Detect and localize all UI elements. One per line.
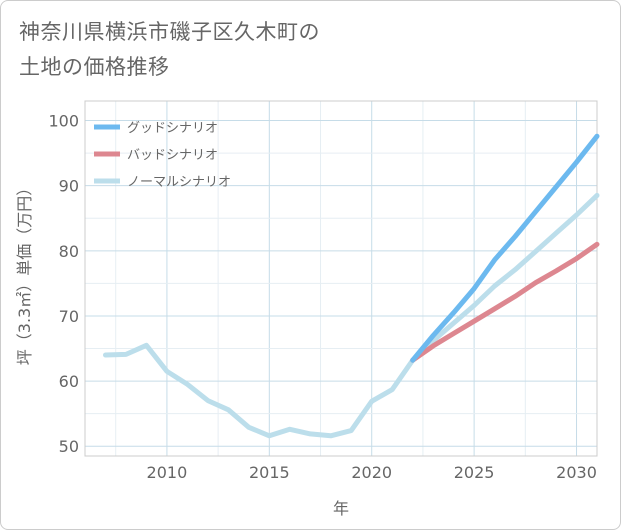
y-tick-label-60: 60 (59, 372, 79, 391)
legend-label-1: バッドシナリオ (127, 148, 218, 163)
legend-label-0: グッドシナリオ (127, 121, 218, 136)
x-tick-label-2015: 2015 (249, 463, 290, 482)
legend-label-2: ノーマルシナリオ (127, 175, 231, 190)
y-tick-label-100: 100 (48, 112, 79, 131)
plot-frame (84, 100, 598, 457)
x-tick-label-2030: 2030 (556, 463, 597, 482)
series-group (103, 133, 600, 439)
y-axis-title: 坪（3.3㎡）単価（万円） (15, 180, 34, 365)
chart-title-line-1: 神奈川県横浜市磯子区久木町の (19, 20, 320, 44)
grid (85, 101, 597, 456)
x-axis-title: 年 (333, 499, 349, 518)
tick-labels: 2010 2015 2020 2025 2030 50 60 70 80 90 100 (48, 112, 596, 482)
x-tick-label-2025: 2025 (454, 463, 495, 482)
x-tick-label-2020: 2020 (351, 463, 392, 482)
chart-title-line-2: 土地の価格推移 (19, 55, 170, 79)
y-tick-label-70: 70 (59, 307, 79, 326)
y-tick-label-50: 50 (59, 437, 79, 456)
series-line-1 (410, 241, 600, 363)
x-tick-label-2010: 2010 (147, 463, 188, 482)
y-tick-label-80: 80 (59, 242, 79, 261)
chart-title: 神奈川県横浜市磯子区久木町の 土地の価格推移 (19, 15, 320, 85)
series-line-0 (410, 133, 600, 363)
series-line-2 (103, 192, 600, 439)
y-tick-label-90: 90 (59, 177, 79, 196)
